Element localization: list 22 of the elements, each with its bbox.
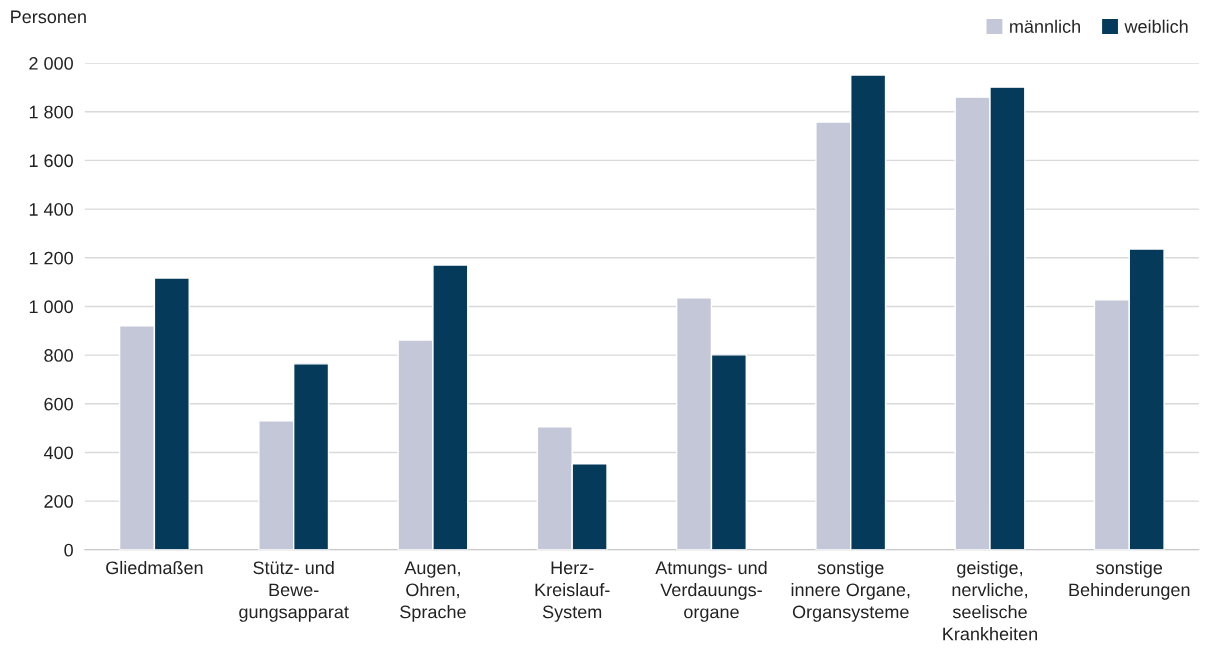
x-tick-label: geistige, nervliche, seelische Krankheiten [943,560,1037,641]
y-tick-label: 2 000 [29,57,73,70]
y-tick-label: 1 800 [29,105,73,119]
x-tick-label: Herz- Kreislauf- System [535,561,610,622]
x-tick-label: Gliedmaßen [106,560,203,575]
y-tick-label: 200 [44,495,73,508]
x-tick-label: Atmungs- und Verdauungs- organe [655,560,767,622]
legend-label: weiblich [1124,19,1188,33]
y-tick-label: 400 [43,446,73,460]
y-tick-label: 1 200 [29,251,73,265]
y-tick-label: 1 000 [29,300,73,314]
y-axis-title: Personen [11,10,86,24]
y-tick-label: 1 400 [29,203,73,216]
y-tick-label: 600 [44,397,73,411]
x-tick-label: sonstige innere Organe, Organsysteme [791,560,910,622]
x-tick-label: Augen, Ohren, Sprache [400,561,466,622]
y-tick-label: 800 [44,349,73,362]
y-tick-label: 0 [64,543,73,557]
x-tick-label: Stütz- und Bewe- gungsapparat [239,560,349,622]
y-tick-label: 1 600 [29,154,73,168]
legend-label: männlich [1010,19,1080,33]
x-tick-label: sonstige Behinderungen [1069,560,1190,600]
